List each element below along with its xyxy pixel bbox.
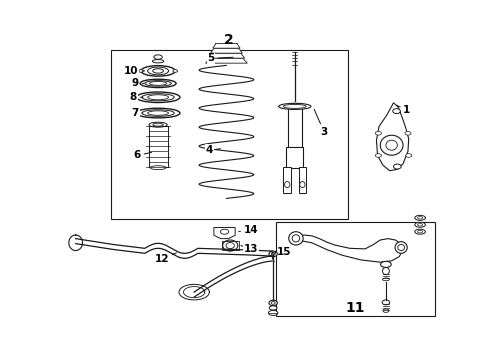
Ellipse shape: [292, 235, 300, 242]
Ellipse shape: [417, 230, 422, 233]
Ellipse shape: [271, 252, 275, 255]
Ellipse shape: [375, 131, 381, 135]
Text: 12: 12: [155, 253, 176, 264]
Polygon shape: [215, 38, 238, 43]
Ellipse shape: [142, 94, 174, 101]
Text: 8: 8: [130, 92, 143, 102]
Ellipse shape: [300, 181, 305, 188]
Ellipse shape: [153, 123, 163, 126]
Ellipse shape: [152, 59, 164, 63]
Text: 4: 4: [206, 145, 220, 155]
Text: 13: 13: [241, 244, 258, 254]
Bar: [276, 222, 435, 316]
Text: 14: 14: [239, 225, 258, 235]
Bar: [148, 126, 168, 167]
Polygon shape: [211, 48, 243, 53]
Ellipse shape: [136, 92, 180, 103]
Ellipse shape: [145, 81, 172, 86]
Polygon shape: [214, 228, 235, 239]
Text: 5: 5: [208, 53, 233, 63]
Bar: [288, 103, 302, 149]
Ellipse shape: [149, 81, 167, 85]
Text: 3: 3: [314, 109, 328, 137]
Ellipse shape: [383, 309, 389, 312]
Ellipse shape: [283, 104, 306, 108]
Ellipse shape: [269, 251, 277, 257]
Ellipse shape: [289, 232, 303, 245]
Ellipse shape: [415, 215, 425, 220]
Ellipse shape: [270, 306, 277, 310]
Ellipse shape: [269, 300, 277, 306]
Bar: [111, 50, 348, 219]
Ellipse shape: [173, 69, 177, 72]
Ellipse shape: [139, 69, 143, 72]
Ellipse shape: [380, 135, 403, 155]
Ellipse shape: [383, 267, 390, 275]
Bar: [298, 167, 306, 193]
Ellipse shape: [153, 69, 163, 73]
Ellipse shape: [381, 261, 391, 267]
Ellipse shape: [398, 244, 405, 251]
Ellipse shape: [141, 66, 175, 76]
Ellipse shape: [386, 140, 397, 150]
Text: 15: 15: [277, 247, 292, 257]
Text: 6: 6: [134, 150, 151, 161]
Ellipse shape: [383, 278, 390, 281]
Ellipse shape: [405, 131, 411, 135]
Ellipse shape: [271, 302, 275, 304]
Ellipse shape: [395, 242, 407, 253]
Ellipse shape: [140, 79, 176, 87]
Ellipse shape: [149, 122, 167, 127]
Text: 2: 2: [223, 32, 233, 46]
Ellipse shape: [285, 181, 290, 188]
Ellipse shape: [136, 108, 180, 118]
Bar: [287, 147, 303, 168]
Ellipse shape: [226, 243, 234, 249]
Text: 11: 11: [346, 301, 366, 315]
Text: 10: 10: [124, 66, 145, 76]
Text: 9: 9: [132, 78, 144, 89]
Text: 7: 7: [132, 108, 143, 118]
Ellipse shape: [142, 110, 174, 116]
Polygon shape: [208, 53, 245, 58]
Ellipse shape: [222, 240, 238, 251]
Ellipse shape: [269, 310, 278, 315]
Ellipse shape: [375, 154, 381, 157]
Text: 1: 1: [397, 105, 411, 115]
Ellipse shape: [154, 55, 162, 59]
Polygon shape: [206, 58, 247, 63]
Ellipse shape: [382, 300, 390, 305]
Ellipse shape: [150, 166, 166, 170]
Ellipse shape: [415, 229, 425, 234]
Ellipse shape: [147, 95, 169, 100]
Polygon shape: [213, 43, 240, 48]
Polygon shape: [376, 103, 409, 171]
Ellipse shape: [393, 109, 400, 114]
Ellipse shape: [393, 164, 401, 169]
Bar: [283, 167, 291, 193]
Ellipse shape: [417, 224, 422, 226]
Polygon shape: [294, 235, 403, 262]
Ellipse shape: [417, 217, 422, 219]
Ellipse shape: [406, 154, 412, 157]
Ellipse shape: [147, 111, 169, 115]
Ellipse shape: [279, 103, 311, 109]
Ellipse shape: [415, 222, 425, 227]
Ellipse shape: [147, 67, 169, 75]
Ellipse shape: [220, 229, 229, 234]
Bar: [222, 240, 239, 250]
